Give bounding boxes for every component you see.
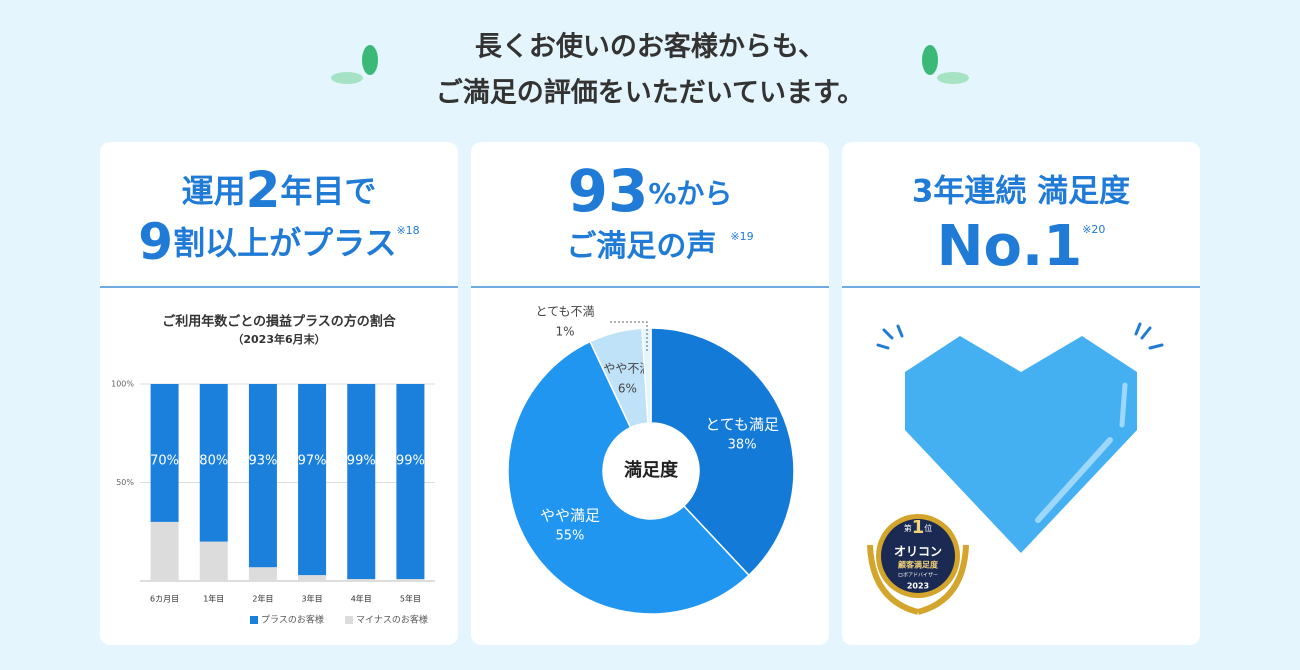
card-title: 3年連続 満足度 (912, 174, 1130, 210)
x-tick-label: 5年目 (400, 594, 421, 604)
title-part: 割以上がプラス (173, 224, 396, 262)
leader-line (610, 321, 648, 353)
badge-text: オリコン (894, 545, 942, 559)
title-part: No.1 (937, 214, 1083, 279)
heading-line: 長くお使いのお客様からも、 (475, 31, 825, 63)
legend-swatch (345, 616, 353, 624)
bar (248, 384, 277, 568)
value-label: 80% (199, 454, 228, 469)
card-title: 運用2年目で (182, 161, 377, 219)
leaf-left (331, 45, 378, 84)
slice-label: やや不満 (603, 361, 651, 375)
pie-slice (641, 327, 652, 424)
bar (150, 521, 179, 581)
legend-label: プラスのお客様 (261, 614, 324, 626)
value-label: 97% (298, 454, 327, 469)
title-part: 93 (568, 157, 649, 225)
card-title: No.1※20 (937, 214, 1106, 279)
badge-text: 1 (912, 517, 925, 538)
bar (298, 384, 327, 576)
legend-label: マイナスのお客様 (356, 614, 428, 626)
badge-text: 位 (924, 523, 932, 533)
center-label: 満足度 (624, 459, 679, 481)
badge-text: 第 (904, 523, 912, 533)
bar (347, 384, 376, 580)
x-tick-label: 4年目 (351, 594, 372, 604)
title-part: 9 (138, 213, 173, 271)
card-title: ご満足の声 ※19 (566, 229, 753, 264)
bar (347, 579, 376, 581)
x-tick-label: 1年目 (203, 594, 224, 604)
bar (199, 384, 228, 542)
bar (396, 384, 425, 580)
footnote: ※20 (1082, 223, 1105, 236)
heading-line: ご満足の評価をいただいています。 (436, 77, 865, 109)
leaf-right (922, 45, 969, 84)
title-part: %から (648, 177, 732, 210)
slice-value: 6% (618, 381, 637, 395)
x-tick-label: 2年目 (252, 594, 273, 604)
badge-text: ロボアドバイザー (898, 572, 938, 579)
value-label: 70% (150, 454, 179, 469)
heart (876, 322, 1164, 553)
slice-label: とても満足 (705, 415, 779, 433)
bar (199, 541, 228, 581)
bar (248, 567, 277, 581)
slice-label: やや満足 (540, 507, 600, 525)
badge-rank: 第1位 (904, 517, 933, 538)
chart-title: ご利用年数ごとの損益プラスの方の割合 (162, 314, 397, 330)
title-part: ご満足の声 (566, 229, 716, 264)
value-label: 99% (347, 454, 376, 469)
bar (150, 384, 179, 522)
bar (298, 575, 327, 581)
legend-swatch (250, 616, 258, 624)
slice-label: とても不満 (535, 305, 594, 319)
badge-text: 顧客満足度 (898, 560, 939, 570)
badge-text: 2023 (907, 582, 929, 591)
x-tick-label: 6カ月目 (150, 595, 179, 604)
value-label: 99% (396, 454, 425, 469)
card-title: 9割以上がプラス※18 (138, 213, 419, 271)
slice-value: 1% (555, 325, 574, 339)
x-tick-label: 3年目 (302, 594, 323, 604)
value-label: 93% (248, 454, 277, 469)
badge (867, 514, 969, 615)
card-title: 93%から (568, 157, 733, 225)
footnote: ※18 (396, 224, 419, 237)
title-part: 2 (246, 161, 281, 219)
pie-slice (650, 327, 795, 577)
chart-subtitle: （2023年6月末） (232, 332, 325, 346)
bar (396, 579, 425, 581)
slice-value: 38% (728, 437, 757, 452)
title-part: 年目で (280, 172, 376, 210)
title-part: 運用 (182, 172, 246, 210)
y-tick-label: 50% (116, 478, 134, 487)
pie-slice (507, 340, 750, 615)
slice-value: 55% (555, 529, 584, 544)
y-tick-label: 100% (111, 380, 134, 389)
footnote: ※19 (730, 230, 753, 243)
